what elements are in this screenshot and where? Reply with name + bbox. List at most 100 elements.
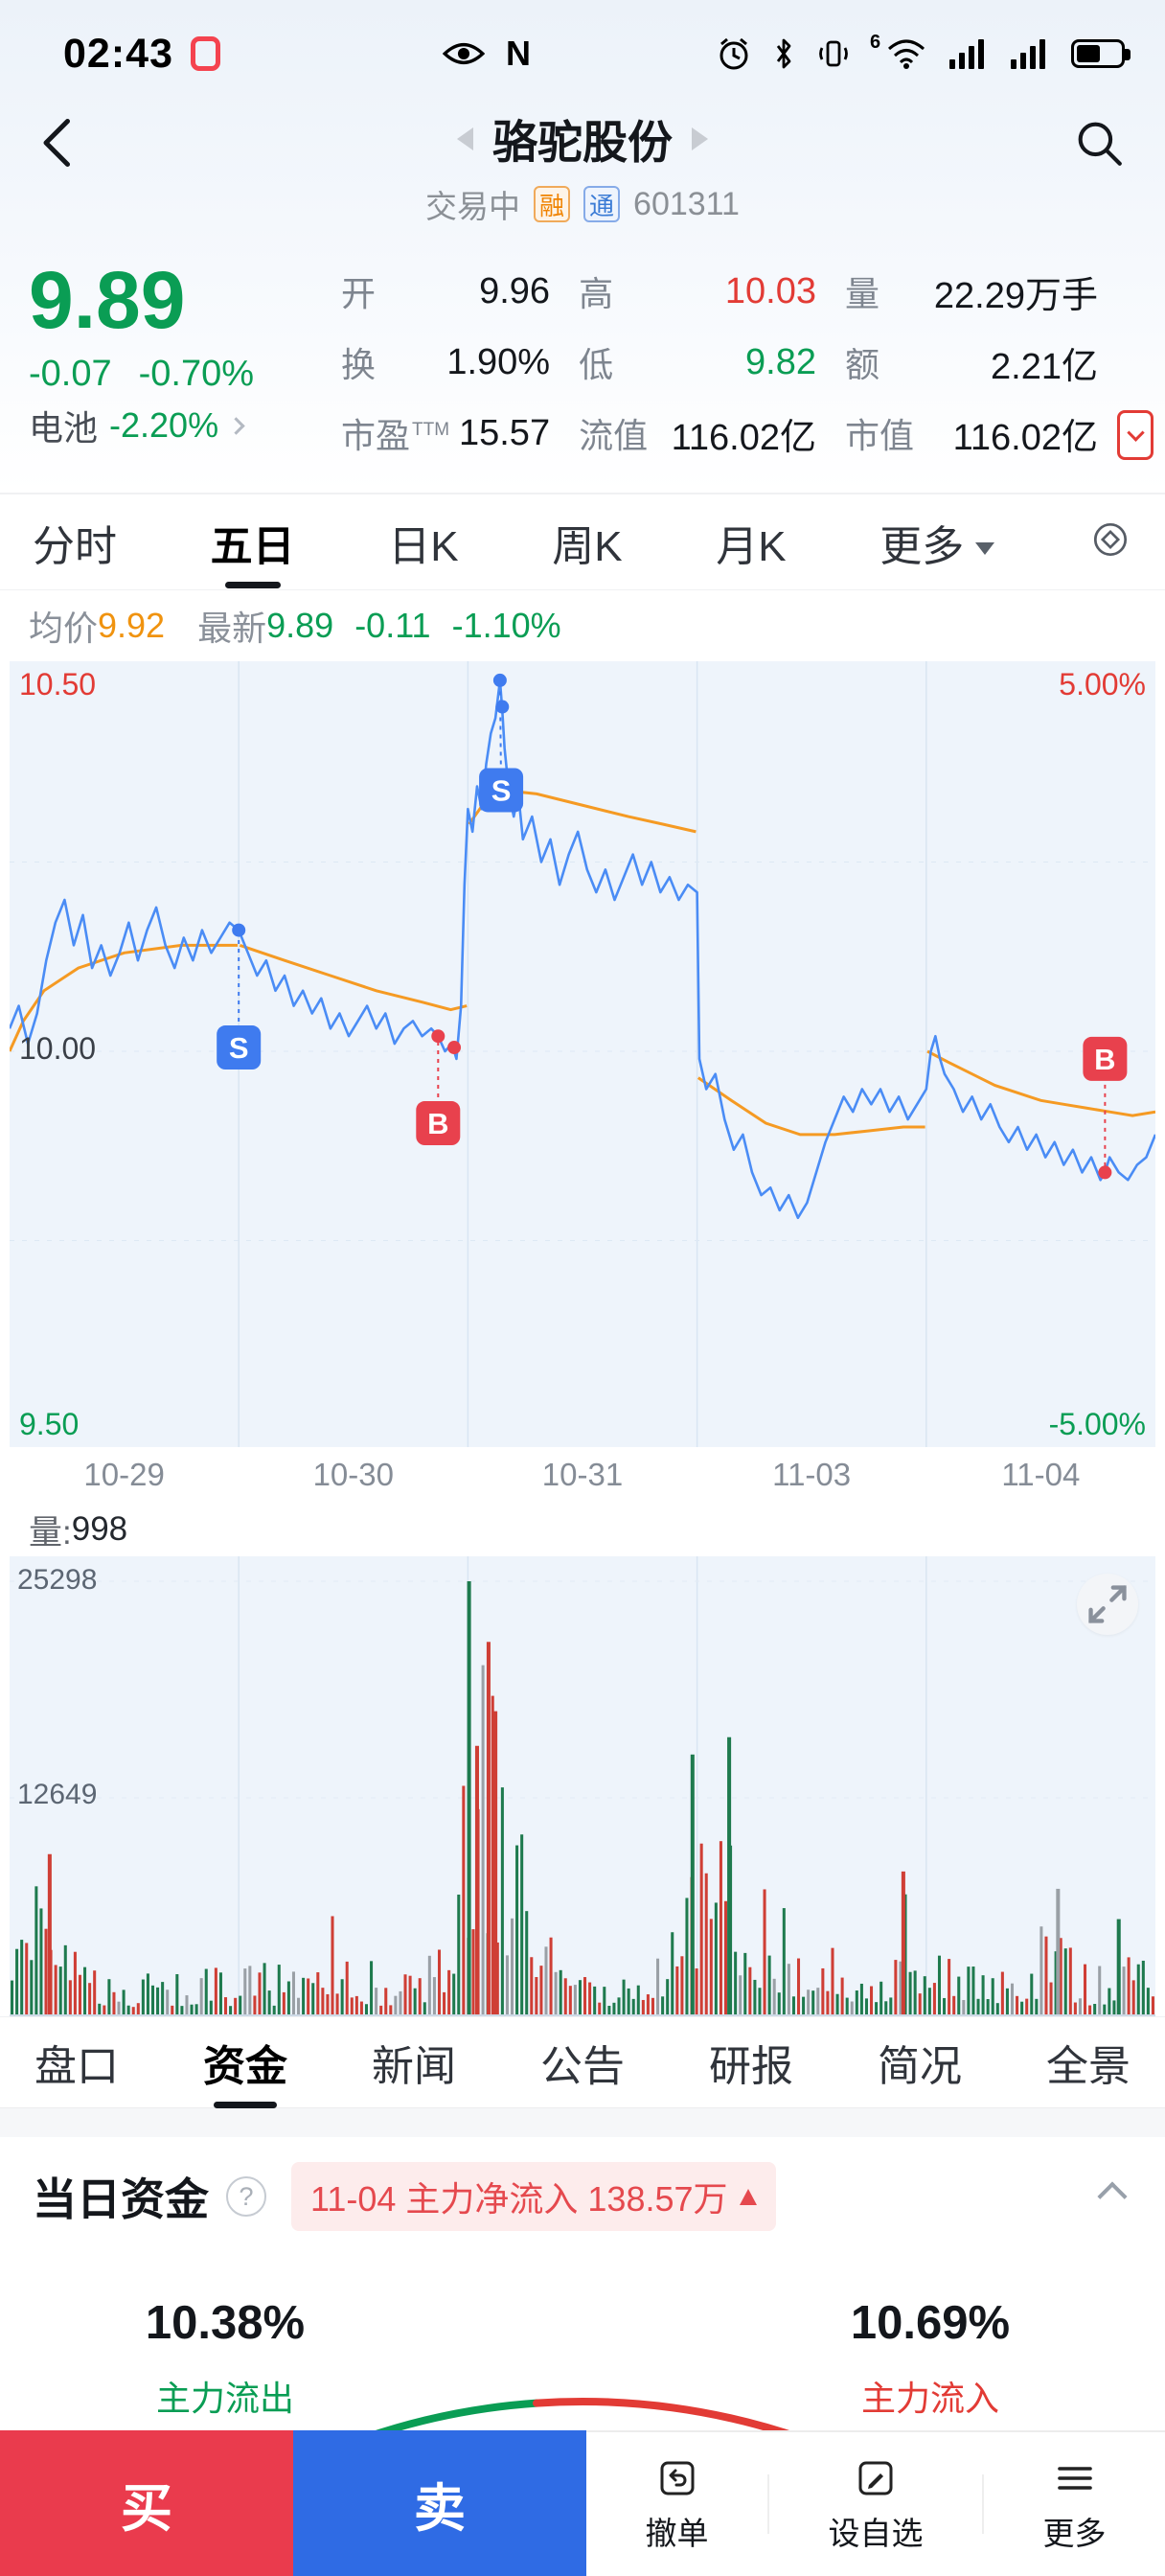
stat-open: 开 9.96 — [341, 270, 551, 314]
price-block: 9.89 -0.07 -0.70% 电池 -2.20% — [29, 255, 316, 464]
quote-expand-button[interactable] — [1117, 410, 1154, 460]
more-actions-button[interactable]: 更多 — [1043, 2455, 1107, 2554]
tab-five-day[interactable]: 五日 — [211, 496, 295, 588]
volume-tick-mid: 12649 — [17, 1779, 98, 1810]
svg-text:B: B — [1094, 1043, 1115, 1076]
header: 骆驼股份 交易中 融 通 601311 — [0, 96, 1165, 240]
chevron-right-icon — [227, 417, 245, 435]
stat-high: 高 10.03 — [579, 270, 816, 314]
tab-daily-k[interactable]: 日K — [388, 522, 459, 570]
tab-order-book[interactable]: 盘口 — [34, 2043, 119, 2090]
net-inflow-text: 11-04 主力净流入 138.57万 — [310, 2179, 728, 2219]
help-icon[interactable]: ? — [226, 2176, 266, 2217]
add-watchlist-button[interactable]: 设自选 — [829, 2455, 924, 2554]
inflow-label: 主力流入 — [860, 2379, 999, 2418]
inflow-gauge: 10.69% 主力流入 — [782, 2296, 1079, 2421]
detail-section-tabs: 盘口 资金 新闻 公告 研报 简况 全景 — [0, 2016, 1165, 2108]
volume-value: 998 — [71, 1510, 128, 1548]
funds-section-title: 当日资金 — [33, 2174, 209, 2224]
inflow-percentage: 10.69% — [850, 2297, 1011, 2349]
tab-monthly-k[interactable]: 月K — [716, 522, 787, 570]
stat-pe: 市盈 TTM 15.57 — [341, 412, 551, 456]
top-area: 02:43 N 6 骆驼股份 — [0, 0, 1165, 493]
trading-status: 交易中 — [425, 189, 521, 224]
up-arrow-icon — [739, 2188, 757, 2205]
divider — [767, 2474, 769, 2534]
tab-announcements[interactable]: 公告 — [540, 2043, 625, 2090]
stock-code: 601311 — [633, 185, 740, 222]
x-label-5: 11-04 — [1001, 1457, 1081, 1492]
bluetooth-icon — [772, 36, 795, 71]
y-tick-low: 9.50 — [19, 1407, 80, 1441]
volume-chart-canvas — [10, 1556, 1155, 2016]
current-price: 9.89 — [29, 255, 186, 345]
x-label-2: 10-30 — [312, 1457, 394, 1492]
svg-text:B: B — [427, 1107, 448, 1140]
stat-market-cap: 市值 116.02亿 — [845, 416, 1098, 458]
tab-weekly-k[interactable]: 周K — [552, 522, 623, 570]
tab-news[interactable]: 新闻 — [372, 2043, 456, 2090]
search-icon[interactable] — [1065, 111, 1132, 178]
sector-name: 电池 — [29, 408, 99, 448]
x-label-1: 10-29 — [83, 1457, 165, 1492]
battery-icon — [1071, 39, 1131, 68]
volume-label: 量: — [29, 1513, 72, 1552]
x-label-4: 11-03 — [772, 1457, 852, 1492]
status-left: 02:43 — [63, 31, 220, 78]
tab-research[interactable]: 研报 — [709, 2043, 793, 2090]
buy-button[interactable]: 买 — [0, 2430, 293, 2576]
vibrate-icon — [816, 36, 851, 71]
prev-stock-button[interactable] — [457, 126, 473, 150]
tab-more[interactable]: 更多 — [879, 496, 994, 588]
wifi6-icon: 6 — [870, 32, 927, 70]
stat-low: 低 9.82 — [579, 341, 816, 385]
outflow-percentage: 10.38% — [145, 2297, 306, 2349]
cancel-order-button[interactable]: 撤单 — [646, 2455, 709, 2554]
quote-stats-grid: 开 9.96 高 10.03 量 22.29万手 换 1.90% 低 9.82 额 2.21… — [341, 261, 1098, 464]
y-tick-high: 10.50 — [19, 667, 97, 702]
next-stock-button[interactable] — [692, 126, 708, 150]
header-center: 骆驼股份 交易中 融 通 601311 — [425, 96, 740, 240]
action-bar: 买 卖 撤单 设自选 更多 — [0, 2430, 1165, 2576]
quote-panel: 9.89 -0.07 -0.70% 电池 -2.20% 开 9.96 高 10.03… — [0, 240, 1165, 493]
x-label-3: 10-31 — [541, 1457, 624, 1492]
expand-chart-icon[interactable] — [1077, 1574, 1138, 1635]
volume-tick-max: 25298 — [17, 1564, 98, 1596]
tab-profile[interactable]: 简况 — [878, 2043, 962, 2090]
stat-turnover: 换 1.90% — [341, 341, 551, 385]
stat-amount: 额 2.21亿 — [845, 345, 1098, 387]
sector-link[interactable]: 电池 -2.20% — [29, 399, 316, 452]
stat-float-cap: 流值 116.02亿 — [579, 416, 816, 458]
five-day-chart[interactable]: S B S B 10.50 10.00 9.50 5.00% -5.00% — [10, 661, 1155, 1447]
signal-sim2-icon — [1010, 38, 1050, 69]
tab-funds[interactable]: 资金 — [203, 2016, 287, 2108]
latest-change-pct: -1.10% — [451, 606, 561, 645]
status-bar: 02:43 N 6 — [0, 0, 1165, 96]
tab-intraday[interactable]: 分时 — [33, 522, 117, 570]
divider — [0, 493, 1165, 494]
chart-info-line: 均价 9.92 最新 9.89 -0.11 -1.10% — [0, 590, 1165, 661]
avg-value: 9.92 — [98, 606, 166, 645]
tab-panorama[interactable]: 全景 — [1046, 2043, 1131, 2090]
chart-settings-icon[interactable] — [1088, 518, 1132, 566]
collapse-section-button[interactable] — [1092, 2176, 1132, 2217]
action-bar-right: 撤单 设自选 更多 — [586, 2430, 1165, 2576]
outflow-label: 主力流出 — [155, 2379, 294, 2418]
signal-sim1-icon — [948, 38, 989, 69]
pct-tick-low: -5.00% — [1048, 1407, 1146, 1441]
divider — [982, 2474, 984, 2534]
funds-header: 当日资金 ? 11-04 主力净流入 138.57万 — [0, 2154, 1165, 2239]
back-button[interactable] — [27, 111, 94, 178]
stat-volume: 量 22.29万手 — [845, 274, 1098, 316]
price-change: -0.07 — [29, 353, 112, 394]
volume-chart[interactable]: 25298 12649 — [10, 1556, 1155, 2016]
nfc-icon: N — [506, 34, 531, 73]
svg-text:S: S — [491, 773, 512, 807]
screen-record-icon — [190, 36, 220, 71]
cancel-order-icon — [660, 2461, 694, 2495]
x-axis-labels: 10-29 10-30 10-31 11-03 11-04 — [10, 1447, 1155, 1503]
sell-button[interactable]: 卖 — [293, 2430, 586, 2576]
outflow-gauge: 10.38% 主力流出 — [77, 2296, 374, 2421]
svg-text:S: S — [229, 1031, 249, 1065]
